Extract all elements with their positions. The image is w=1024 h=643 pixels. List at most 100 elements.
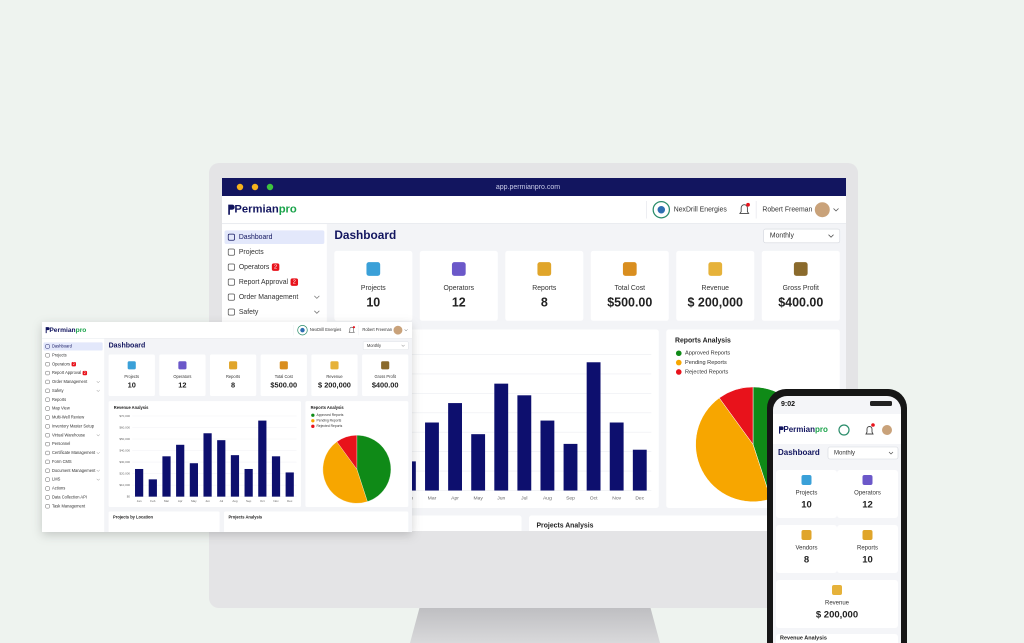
period-chevron bbox=[401, 344, 405, 347]
sidebar-icon bbox=[45, 370, 50, 376]
kpi-icon bbox=[381, 361, 390, 370]
kpi-icon bbox=[330, 361, 339, 370]
x-tick-label: Sep bbox=[566, 495, 575, 501]
sidebar-badge-count: 2 bbox=[73, 362, 75, 366]
bar bbox=[148, 479, 157, 497]
kpi-card bbox=[776, 580, 898, 628]
bar bbox=[203, 433, 212, 497]
x-tick-label: Nov bbox=[273, 499, 279, 503]
status-icons bbox=[870, 401, 892, 406]
logo-mark bbox=[228, 204, 235, 215]
legend-label: Approved Reports bbox=[317, 413, 344, 417]
next-section-title: Revenue Analysis bbox=[780, 635, 827, 641]
sidebar-icon bbox=[45, 433, 50, 438]
x-tick-label: Feb bbox=[150, 499, 155, 503]
kpi-label: Gross Profit bbox=[783, 285, 819, 292]
bar bbox=[517, 395, 532, 491]
app-header bbox=[42, 322, 412, 339]
y-tick-label: $30,000 bbox=[119, 460, 130, 464]
legend-label: Pending Reports bbox=[685, 360, 727, 366]
sidebar-item: Order Management bbox=[239, 294, 299, 301]
sidebar-item: Operators bbox=[239, 264, 270, 271]
kpi-value: 10 bbox=[128, 381, 136, 390]
sidebar-icon bbox=[45, 468, 50, 473]
kpi-card bbox=[260, 354, 307, 396]
sidebar-badge bbox=[71, 361, 76, 367]
kpi-icon bbox=[793, 262, 808, 276]
kpi-label: Vendors bbox=[795, 546, 817, 552]
kpi-card bbox=[419, 250, 498, 321]
legend-label: Rejected Reports bbox=[317, 424, 343, 428]
kpi-card bbox=[311, 354, 358, 396]
kpi-label: Operators bbox=[854, 491, 881, 497]
notification-bell bbox=[865, 426, 874, 435]
user-name: Robert Freeman bbox=[762, 207, 812, 214]
sidebar-icon bbox=[227, 308, 235, 316]
kpi-card bbox=[837, 470, 898, 518]
kpi-value: 8 bbox=[541, 296, 548, 310]
legend-swatch bbox=[311, 424, 315, 429]
sidebar-chevron bbox=[96, 478, 100, 481]
bar bbox=[494, 383, 509, 491]
sidebar-item: Data Collection API bbox=[52, 494, 87, 499]
x-tick-label: Aug bbox=[232, 499, 238, 503]
window-dot bbox=[266, 183, 274, 191]
bar bbox=[217, 440, 226, 497]
sidebar-item: Personnel bbox=[52, 441, 70, 446]
legend-swatch bbox=[311, 419, 315, 423]
sidebar-icon bbox=[45, 442, 50, 447]
company-logo-inner bbox=[300, 327, 305, 333]
sidebar-item: Certificate Management bbox=[52, 450, 96, 455]
brand-suffix: pro bbox=[76, 327, 87, 334]
dashboard-title: Dashboard bbox=[109, 343, 146, 350]
bar bbox=[563, 443, 578, 491]
sidebar bbox=[42, 338, 105, 532]
period-chevron bbox=[888, 451, 894, 455]
kpi-value: 8 bbox=[231, 381, 235, 390]
kpi-card bbox=[505, 250, 584, 321]
kpi-value: 12 bbox=[862, 500, 873, 511]
y-tick-label: $20,000 bbox=[119, 471, 130, 475]
kpi-card bbox=[209, 354, 257, 396]
pie-slice bbox=[695, 397, 772, 503]
bar bbox=[425, 422, 439, 491]
sidebar-item: Form CMS bbox=[52, 459, 72, 464]
user-avatar bbox=[882, 425, 892, 435]
kpi-value: 10 bbox=[366, 296, 380, 310]
kpi-card bbox=[159, 354, 206, 396]
status-time: 9:02 bbox=[781, 401, 795, 408]
bar bbox=[244, 468, 253, 497]
phone-header bbox=[773, 414, 901, 444]
bar bbox=[258, 420, 267, 497]
sidebar-item: Safety bbox=[52, 388, 64, 393]
sidebar-icon bbox=[45, 459, 50, 464]
notification-bell bbox=[348, 326, 355, 333]
x-tick-label: Jul bbox=[219, 499, 223, 503]
bar bbox=[540, 420, 555, 491]
sidebar-icon bbox=[45, 486, 50, 491]
kpi-label: Projects bbox=[124, 374, 139, 379]
sidebar-item: Projects bbox=[239, 249, 264, 256]
sidebar-item: Safety bbox=[239, 309, 259, 316]
sidebar-icon bbox=[45, 495, 50, 500]
x-tick-label: Jun bbox=[497, 495, 505, 501]
sidebar-icon bbox=[45, 406, 50, 411]
kpi-label: Reports bbox=[857, 546, 878, 552]
kpi-label: Gross Profit bbox=[374, 374, 396, 379]
sidebar-item: Actions bbox=[52, 486, 65, 491]
sidebar-icon bbox=[45, 424, 50, 429]
bar bbox=[586, 362, 601, 491]
kpi-label: Projects bbox=[361, 285, 386, 292]
sidebar-badge-count: 2 bbox=[274, 265, 277, 271]
sidebar-icon bbox=[45, 388, 50, 393]
x-tick-label: Dec bbox=[287, 499, 293, 503]
sidebar-icon bbox=[45, 379, 50, 385]
kpi-label: Operators bbox=[444, 285, 475, 292]
company-logo-inner bbox=[657, 205, 666, 214]
y-tick-label: $50,000 bbox=[119, 437, 130, 441]
sidebar-item: Report Approval bbox=[52, 370, 81, 375]
user-name: Robert Freeman bbox=[362, 327, 392, 332]
sidebar-icon bbox=[45, 415, 50, 420]
kpi-card bbox=[761, 250, 840, 321]
next-card bbox=[776, 634, 898, 643]
